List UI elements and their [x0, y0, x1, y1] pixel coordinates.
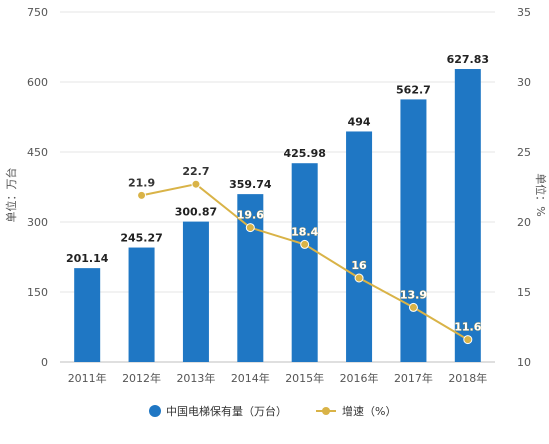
legend-bar-swatch	[149, 405, 161, 417]
bar-value-label: 627.83	[447, 53, 489, 66]
right-axis-ticks: 35 30 25 20 15 10	[517, 6, 531, 369]
line-value-label: 22.7	[182, 165, 209, 178]
bar	[346, 131, 373, 362]
bar-value-label: 300.87	[175, 206, 217, 219]
bar	[128, 247, 155, 362]
x-tick-label: 2013年	[176, 371, 215, 385]
bar-value-label: 494	[348, 115, 371, 128]
line-value-label: 13.9	[400, 288, 427, 301]
line-point	[137, 190, 147, 200]
right-tick-label: 30	[517, 76, 531, 89]
bar	[237, 194, 264, 362]
left-tick-label: 300	[27, 216, 48, 229]
line-data-labels: 21.9 22.7 19.6 18.4 16 13.9 11.6	[128, 165, 482, 334]
x-tick-label: 2012年	[122, 371, 161, 385]
left-tick-label: 0	[41, 356, 48, 369]
right-tick-label: 15	[517, 286, 531, 299]
bar	[291, 163, 318, 362]
x-tick-label: 2017年	[394, 371, 433, 385]
x-tick-label: 2011年	[68, 371, 107, 385]
legend: 中国电梯保有量（万台） 增速（%）	[149, 404, 396, 418]
line-value-label: 18.4	[291, 225, 318, 238]
line-value-label: 21.9	[128, 176, 155, 189]
left-tick-label: 600	[27, 76, 48, 89]
legend-bar-label: 中国电梯保有量（万台）	[166, 404, 287, 418]
legend-line-label: 增速（%）	[342, 404, 396, 418]
line-value-label: 16	[351, 259, 367, 272]
line-point	[191, 179, 201, 189]
bar	[182, 221, 209, 362]
bar	[74, 268, 101, 362]
line-point	[463, 335, 473, 345]
bar-value-label: 425.98	[283, 147, 325, 160]
bar-value-label: 359.74	[229, 178, 272, 191]
left-tick-label: 750	[27, 6, 48, 19]
left-axis-ticks: 750 600 450 300 150 0	[27, 6, 48, 369]
bar	[400, 99, 427, 362]
legend-line-swatch-dot	[322, 407, 330, 415]
x-axis-ticks: 2011年 2012年 2013年 2014年 2015年 2016年 2017年 2018年	[68, 371, 488, 385]
right-tick-label: 20	[517, 216, 531, 229]
line-value-label: 11.6	[454, 321, 481, 334]
line-point	[245, 223, 255, 233]
bar-value-label: 245.27	[120, 232, 162, 245]
bar-data-labels: 201.14 245.27 300.87 359.74 425.98 494 562.7 62…	[66, 53, 489, 265]
left-tick-label: 450	[27, 146, 48, 159]
bar-series	[74, 69, 481, 362]
x-tick-label: 2018年	[448, 371, 487, 385]
gridlines	[60, 11, 495, 363]
x-tick-label: 2014年	[231, 371, 270, 385]
line-point	[408, 302, 418, 312]
x-tick-label: 2016年	[340, 371, 379, 385]
right-tick-label: 35	[517, 6, 531, 19]
right-axis-title: 单位：%	[534, 173, 548, 216]
bar-value-label: 562.7	[396, 83, 431, 96]
right-tick-label: 10	[517, 356, 531, 369]
line-value-label: 19.6	[237, 209, 264, 222]
bar-value-label: 201.14	[66, 252, 109, 265]
line-point	[300, 239, 310, 249]
bar	[454, 69, 481, 362]
line-point	[354, 273, 364, 283]
left-tick-label: 150	[27, 286, 48, 299]
left-axis-title: 单位：万台	[4, 168, 18, 223]
line-series	[137, 179, 473, 345]
right-tick-label: 25	[517, 146, 531, 159]
x-tick-label: 2015年	[285, 371, 324, 385]
